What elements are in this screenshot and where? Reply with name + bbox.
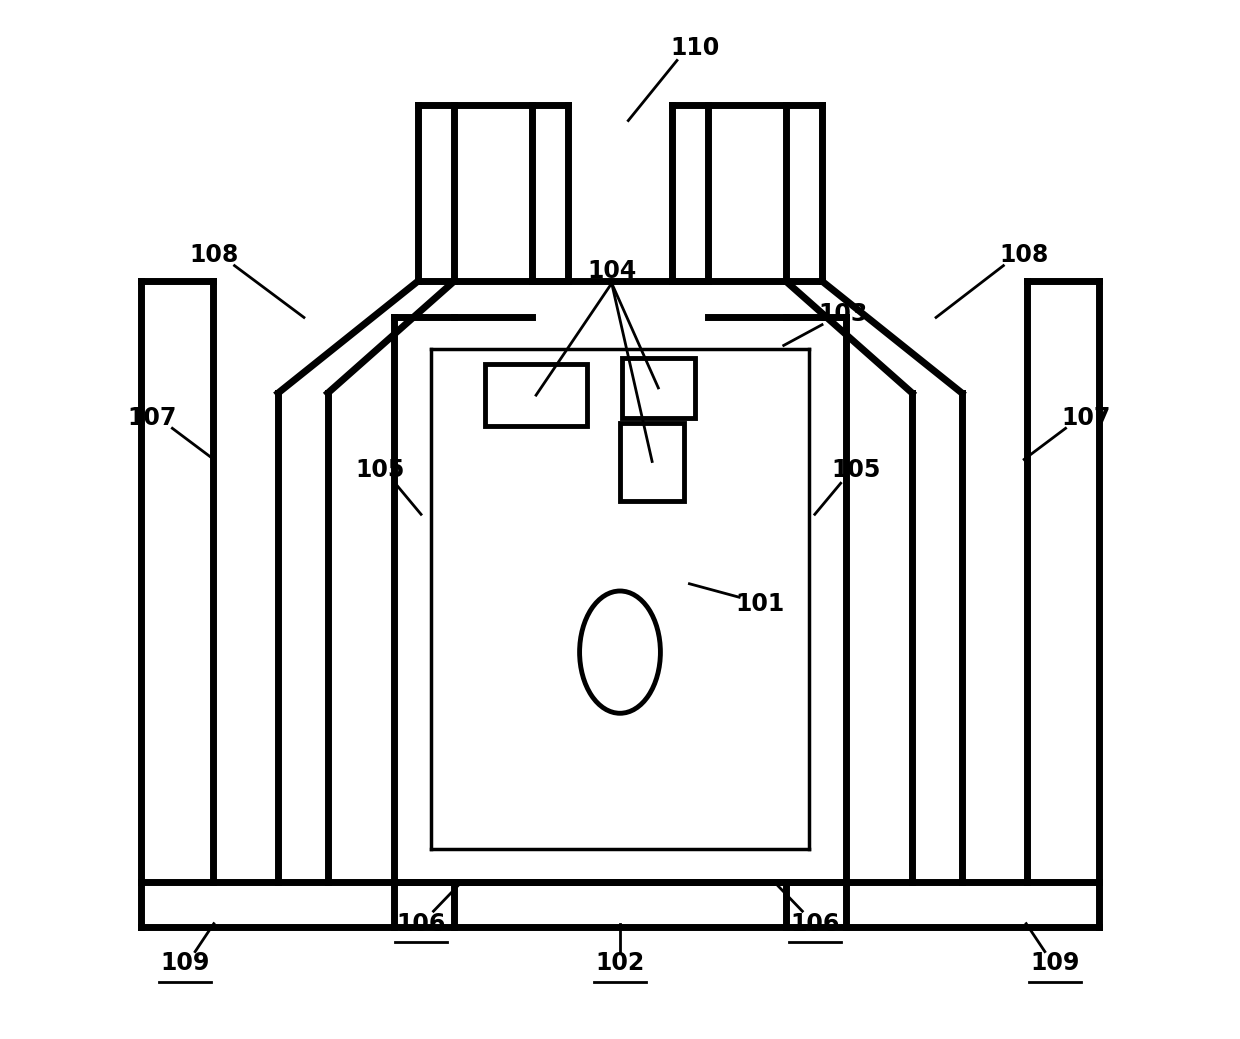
Text: 102: 102 bbox=[595, 951, 645, 975]
Text: 107: 107 bbox=[1061, 406, 1111, 430]
Text: 101: 101 bbox=[735, 592, 785, 616]
Text: 109: 109 bbox=[160, 951, 210, 975]
Text: 107: 107 bbox=[126, 406, 176, 430]
Text: 106: 106 bbox=[397, 911, 445, 936]
Text: 110: 110 bbox=[670, 36, 719, 60]
Text: 104: 104 bbox=[587, 259, 636, 283]
Text: 108: 108 bbox=[190, 243, 238, 267]
Text: 105: 105 bbox=[355, 458, 404, 482]
Text: 109: 109 bbox=[1030, 951, 1080, 975]
Text: 103: 103 bbox=[818, 302, 868, 326]
Text: 108: 108 bbox=[999, 243, 1049, 267]
Bar bbox=[622, 357, 694, 418]
Ellipse shape bbox=[579, 591, 661, 714]
Text: 106: 106 bbox=[790, 911, 839, 936]
Bar bbox=[620, 423, 684, 501]
Text: 105: 105 bbox=[832, 458, 880, 482]
Bar bbox=[485, 364, 587, 426]
